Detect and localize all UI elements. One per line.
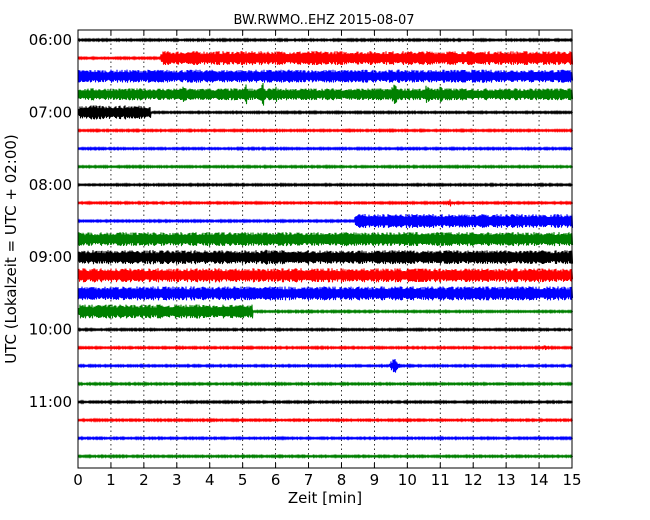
trace-line — [77, 435, 573, 441]
x-tick-label: 10 — [398, 471, 417, 489]
chart-title: BW.RWMO..EHZ 2015-08-07 — [233, 13, 414, 28]
y-tick-label: 06:00 — [29, 31, 72, 49]
trace-line — [77, 213, 574, 229]
trace-line — [77, 304, 574, 319]
y-axis-label: UTC (Lokalzeit = UTC + 02:00) — [2, 134, 20, 364]
trace-line — [77, 182, 574, 188]
y-axis: 06:00 07:00 08:00 09:00 10:00 11:00 — [29, 31, 572, 411]
x-axis-label: Zeit [min] — [288, 489, 362, 507]
x-tick-label: 15 — [562, 471, 581, 489]
y-tick-label: 10:00 — [29, 321, 72, 339]
seismic-trace — [77, 51, 574, 66]
x-tick-label: 1 — [106, 471, 116, 489]
trace-line — [77, 381, 573, 387]
seismic-trace — [77, 286, 574, 301]
seismic-trace — [77, 164, 574, 170]
trace-line — [77, 326, 573, 333]
x-tick-label: 0 — [73, 471, 83, 489]
trace-line — [77, 453, 574, 459]
trace-line — [77, 82, 574, 106]
seismic-trace — [77, 304, 574, 319]
trace-line — [77, 37, 573, 43]
y-tick-label: 11:00 — [29, 393, 72, 411]
seismic-trace — [77, 381, 573, 387]
x-tick-label: 11 — [431, 471, 450, 489]
grid — [110, 30, 540, 468]
seismic-trace — [77, 37, 573, 43]
seismic-trace — [77, 399, 573, 405]
seismic-trace — [77, 199, 574, 207]
x-tick-label: 9 — [370, 471, 380, 489]
plot-frame — [77, 29, 573, 469]
x-tick-label: 8 — [337, 471, 347, 489]
seismic-trace — [77, 344, 574, 351]
seismic-trace — [77, 435, 573, 441]
y-tick-label: 09:00 — [29, 248, 72, 266]
trace-line — [77, 51, 574, 66]
trace-line — [77, 249, 574, 265]
seismic-trace — [77, 326, 573, 333]
trace-line — [77, 344, 574, 351]
seismic-trace — [77, 69, 574, 83]
trace-line — [77, 232, 574, 247]
trace-line — [77, 127, 574, 134]
seismic-trace — [77, 417, 574, 423]
trace-line — [77, 199, 574, 207]
x-tick-label: 14 — [530, 471, 549, 489]
x-tick-label: 6 — [271, 471, 281, 489]
y-tick-label: 08:00 — [29, 176, 72, 194]
seismic-trace — [77, 249, 574, 265]
x-tick-label: 12 — [464, 471, 483, 489]
seismic-trace — [77, 182, 574, 188]
seismic-trace — [77, 105, 573, 120]
x-tick-label: 5 — [238, 471, 248, 489]
seismic-trace — [77, 232, 574, 247]
x-tick-label: 7 — [304, 471, 314, 489]
seismic-trace — [77, 127, 574, 134]
trace-line — [77, 164, 574, 170]
x-tick-label: 3 — [172, 471, 182, 489]
trace-line — [77, 145, 574, 152]
seismic-trace — [77, 213, 574, 229]
trace-line — [77, 69, 574, 83]
trace-line — [77, 105, 573, 120]
seismic-trace — [77, 268, 574, 283]
seismic-trace — [77, 453, 574, 459]
seismic-trace — [77, 145, 574, 152]
trace-line — [77, 417, 574, 423]
trace-line — [77, 268, 574, 283]
seismic-trace — [77, 358, 574, 373]
seismic-trace — [77, 82, 574, 106]
y-tick-label: 07:00 — [29, 103, 72, 121]
x-tick-label: 13 — [497, 471, 516, 489]
trace-layer — [77, 37, 574, 459]
trace-line — [77, 358, 574, 373]
x-axis: 0 1 2 3 4 5 6 7 8 9 10 11 12 13 14 15 — [73, 30, 582, 489]
trace-line — [77, 399, 573, 405]
x-tick-label: 2 — [139, 471, 149, 489]
x-tick-label: 4 — [205, 471, 215, 489]
trace-line — [77, 286, 574, 301]
